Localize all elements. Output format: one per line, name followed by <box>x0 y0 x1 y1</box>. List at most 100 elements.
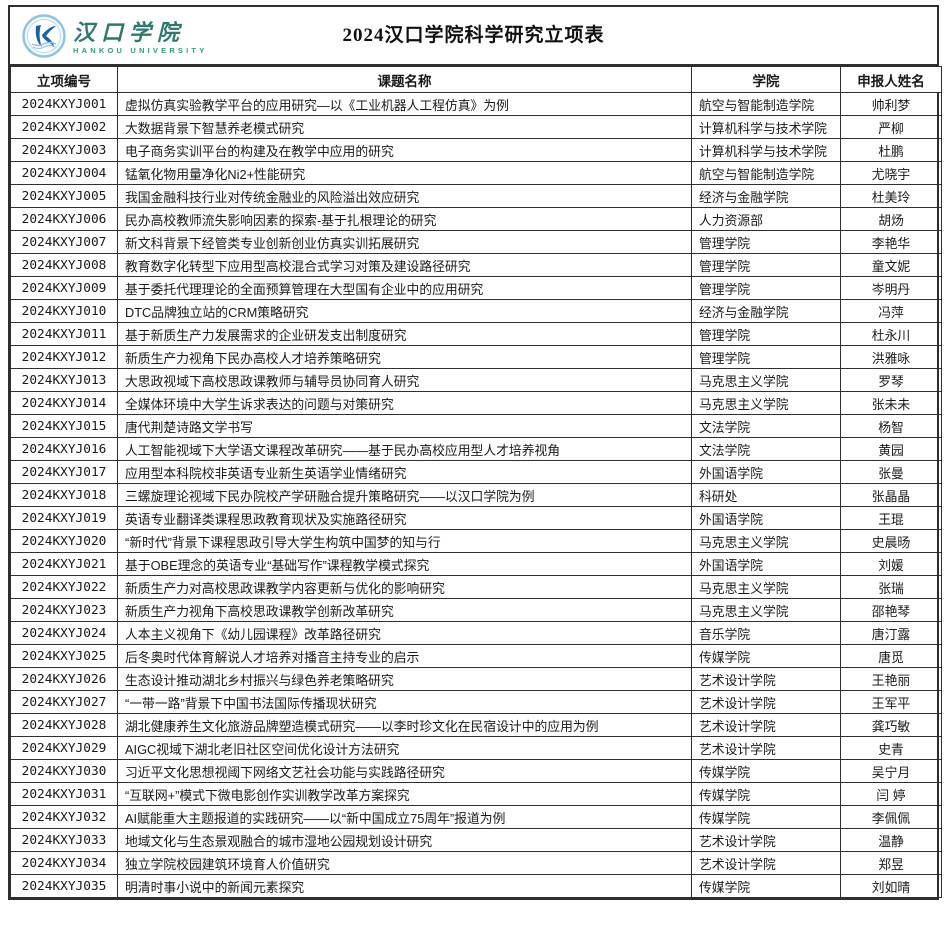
college-cell: 马克思主义学院 <box>691 575 841 599</box>
project-title-cell: 后冬奥时代体育解说人才培养对播音主持专业的启示 <box>117 644 692 668</box>
project-id-cell: 2024KXYJ025 <box>10 644 118 668</box>
applicant-cell: 王军平 <box>840 690 942 714</box>
applicant-cell: 史青 <box>840 736 942 760</box>
college-cell: 艺术设计学院 <box>691 667 841 691</box>
college-cell: 传媒学院 <box>691 782 841 806</box>
applicant-cell: 黄园 <box>840 437 942 461</box>
table-row: 2024KXYJ006 民办高校教师流失影响因素的探索-基于扎根理论的研究 人力资源… <box>10 207 942 231</box>
column-header-project-id: 立项编号 <box>10 66 118 93</box>
project-id-cell: 2024KXYJ011 <box>10 322 118 346</box>
project-id-cell: 2024KXYJ034 <box>10 851 118 875</box>
college-cell: 艺术设计学院 <box>691 828 841 852</box>
project-id-cell: 2024KXYJ014 <box>10 391 118 415</box>
college-cell: 科研处 <box>691 483 841 507</box>
table-row: 2024KXYJ021 基于OBE理念的英语专业“基础写作”课程教学模式探究 外国语… <box>10 552 942 576</box>
applicant-cell: 温静 <box>840 828 942 852</box>
college-cell: 艺术设计学院 <box>691 851 841 875</box>
page-title: 2024汉口学院科学研究立项表 <box>342 25 605 46</box>
applicant-cell: 刘如晴 <box>840 874 942 898</box>
applicant-cell: 冯萍 <box>840 299 942 323</box>
project-title-cell: 湖北健康养生文化旅游品牌塑造模式研究——以李时珍文化在民宿设计中的应用为例 <box>117 713 692 737</box>
project-title-cell: 大思政视域下高校思政课教师与辅导员协同育人研究 <box>117 368 692 392</box>
table-row: 2024KXYJ034 独立学院校园建筑环境育人价值研究 艺术设计学院 郑昱 <box>10 851 942 875</box>
project-id-cell: 2024KXYJ020 <box>10 529 118 553</box>
table-row: 2024KXYJ028 湖北健康养生文化旅游品牌塑造模式研究——以李时珍文化在民宿… <box>10 713 942 737</box>
project-id-cell: 2024KXYJ015 <box>10 414 118 438</box>
document-frame: 汉口学院 HANKOU UNIVERSITY 2024汉口学院科学研究立项表 立… <box>8 5 942 900</box>
table-row: 2024KXYJ001 虚拟仿真实验教学平台的应用研究—以《工业机器人工程仿真》为… <box>10 92 942 116</box>
column-header-applicant: 申报人姓名 <box>840 66 942 93</box>
table-row: 2024KXYJ035 明清时事小说中的新闻元素探究 传媒学院 刘如晴 <box>10 874 942 898</box>
applicant-cell: 闫 婷 <box>840 782 942 806</box>
college-cell: 计算机科学与技术学院 <box>691 138 841 162</box>
project-title-cell: 电子商务实训平台的构建及在教学中应用的研究 <box>117 138 692 162</box>
table-row: 2024KXYJ026 生态设计推动湖北乡村振兴与绿色养老策略研究 艺术设计学院 王艳… <box>10 667 942 691</box>
table-row: 2024KXYJ019 英语专业翻译类课程思政教育现状及实施路径研究 外国语学院 王琨 <box>10 506 942 530</box>
project-id-cell: 2024KXYJ024 <box>10 621 118 645</box>
table-row: 2024KXYJ032 AI赋能重大主题报道的实践研究——以“新中国成立75周年”… <box>10 805 942 829</box>
college-cell: 马克思主义学院 <box>691 368 841 392</box>
applicant-cell: 张瑞 <box>840 575 942 599</box>
project-title-cell: 英语专业翻译类课程思政教育现状及实施路径研究 <box>117 506 692 530</box>
applicant-cell: 龚巧敏 <box>840 713 942 737</box>
project-id-cell: 2024KXYJ031 <box>10 782 118 806</box>
project-title-cell: 虚拟仿真实验教学平台的应用研究—以《工业机器人工程仿真》为例 <box>117 92 692 116</box>
college-cell: 艺术设计学院 <box>691 690 841 714</box>
applicant-cell: 李佩佩 <box>840 805 942 829</box>
project-id-cell: 2024KXYJ021 <box>10 552 118 576</box>
project-id-cell: 2024KXYJ032 <box>10 805 118 829</box>
table-header-row: 立项编号 课题名称 学院 申报人姓名 <box>10 66 942 93</box>
table-row: 2024KXYJ031 “互联网+”模式下微电影创作实训教学改革方案探究 传媒学院闫… <box>10 782 942 806</box>
table-row: 2024KXYJ017 应用型本科院校非英语专业新生英语学业情绪研究 外国语学院 张曼 <box>10 460 942 484</box>
project-title-cell: 新文科背景下经管类专业创新创业仿真实训拓展研究 <box>117 230 692 254</box>
table-row: 2024KXYJ030 习近平文化思想视阈下网络文艺社会功能与实践路径研究 传媒学院… <box>10 759 942 783</box>
applicant-cell: 帅利梦 <box>840 92 942 116</box>
college-cell: 航空与智能制造学院 <box>691 161 841 185</box>
college-cell: 经济与金融学院 <box>691 299 841 323</box>
college-cell: 人力资源部 <box>691 207 841 231</box>
project-id-cell: 2024KXYJ026 <box>10 667 118 691</box>
project-title-cell: 新质生产力视角下高校思政课教学创新改革研究 <box>117 598 692 622</box>
project-id-cell: 2024KXYJ030 <box>10 759 118 783</box>
project-id-cell: 2024KXYJ005 <box>10 184 118 208</box>
applicant-cell: 郑昱 <box>840 851 942 875</box>
project-id-cell: 2024KXYJ016 <box>10 437 118 461</box>
applicant-cell: 杜永川 <box>840 322 942 346</box>
applicant-cell: 洪雅咏 <box>840 345 942 369</box>
project-title-cell: “一带一路”背景下中国书法国际传播现状研究 <box>117 690 692 714</box>
table-row: 2024KXYJ014 全媒体环境中大学生诉求表达的问题与对策研究 马克思主义学院张… <box>10 391 942 415</box>
project-id-cell: 2024KXYJ013 <box>10 368 118 392</box>
project-title-cell: 习近平文化思想视阈下网络文艺社会功能与实践路径研究 <box>117 759 692 783</box>
project-title-cell: 教育数字化转型下应用型高校混合式学习对策及建设路径研究 <box>117 253 692 277</box>
project-id-cell: 2024KXYJ035 <box>10 874 118 898</box>
project-title-cell: 基于新质生产力发展需求的企业研发支出制度研究 <box>117 322 692 346</box>
university-name-block: 汉口学院 HANKOU UNIVERSITY <box>73 22 207 55</box>
applicant-cell: 杜鹏 <box>840 138 942 162</box>
applicant-cell: 罗琴 <box>840 368 942 392</box>
project-id-cell: 2024KXYJ017 <box>10 460 118 484</box>
project-id-cell: 2024KXYJ010 <box>10 299 118 323</box>
project-title-cell: 基于委托代理理论的全面预算管理在大型国有企业中的应用研究 <box>117 276 692 300</box>
college-cell: 经济与金融学院 <box>691 184 841 208</box>
project-id-cell: 2024KXYJ029 <box>10 736 118 760</box>
table-row: 2024KXYJ023 新质生产力视角下高校思政课教学创新改革研究 马克思主义学院邵… <box>10 598 942 622</box>
applicant-cell: 张曼 <box>840 460 942 484</box>
project-title-cell: 民办高校教师流失影响因素的探索-基于扎根理论的研究 <box>117 207 692 231</box>
project-title-cell: 独立学院校园建筑环境育人价值研究 <box>117 851 692 875</box>
project-title-cell: 人本主义视角下《幼儿园课程》改革路径研究 <box>117 621 692 645</box>
project-id-cell: 2024KXYJ012 <box>10 345 118 369</box>
project-title-cell: 新质生产力视角下民办高校人才培养策略研究 <box>117 345 692 369</box>
project-id-cell: 2024KXYJ002 <box>10 115 118 139</box>
project-id-cell: 2024KXYJ023 <box>10 598 118 622</box>
project-title-cell: 锰氧化物用量净化Ni2+性能研究 <box>117 161 692 185</box>
project-id-cell: 2024KXYJ018 <box>10 483 118 507</box>
project-id-cell: 2024KXYJ028 <box>10 713 118 737</box>
college-cell: 传媒学院 <box>691 644 841 668</box>
college-cell: 文法学院 <box>691 414 841 438</box>
project-id-cell: 2024KXYJ009 <box>10 276 118 300</box>
table-row: 2024KXYJ020 “新时代”背景下课程思政引导大学生构筑中国梦的知与行 马克思… <box>10 529 942 553</box>
applicant-cell: 张未未 <box>840 391 942 415</box>
table-row: 2024KXYJ015 唐代荆楚诗路文学书写 文法学院 杨智 <box>10 414 942 438</box>
projects-table: 立项编号 课题名称 学院 申报人姓名 2024KXYJ001 虚拟仿真实验教学平台… <box>10 66 942 898</box>
college-cell: 传媒学院 <box>691 759 841 783</box>
